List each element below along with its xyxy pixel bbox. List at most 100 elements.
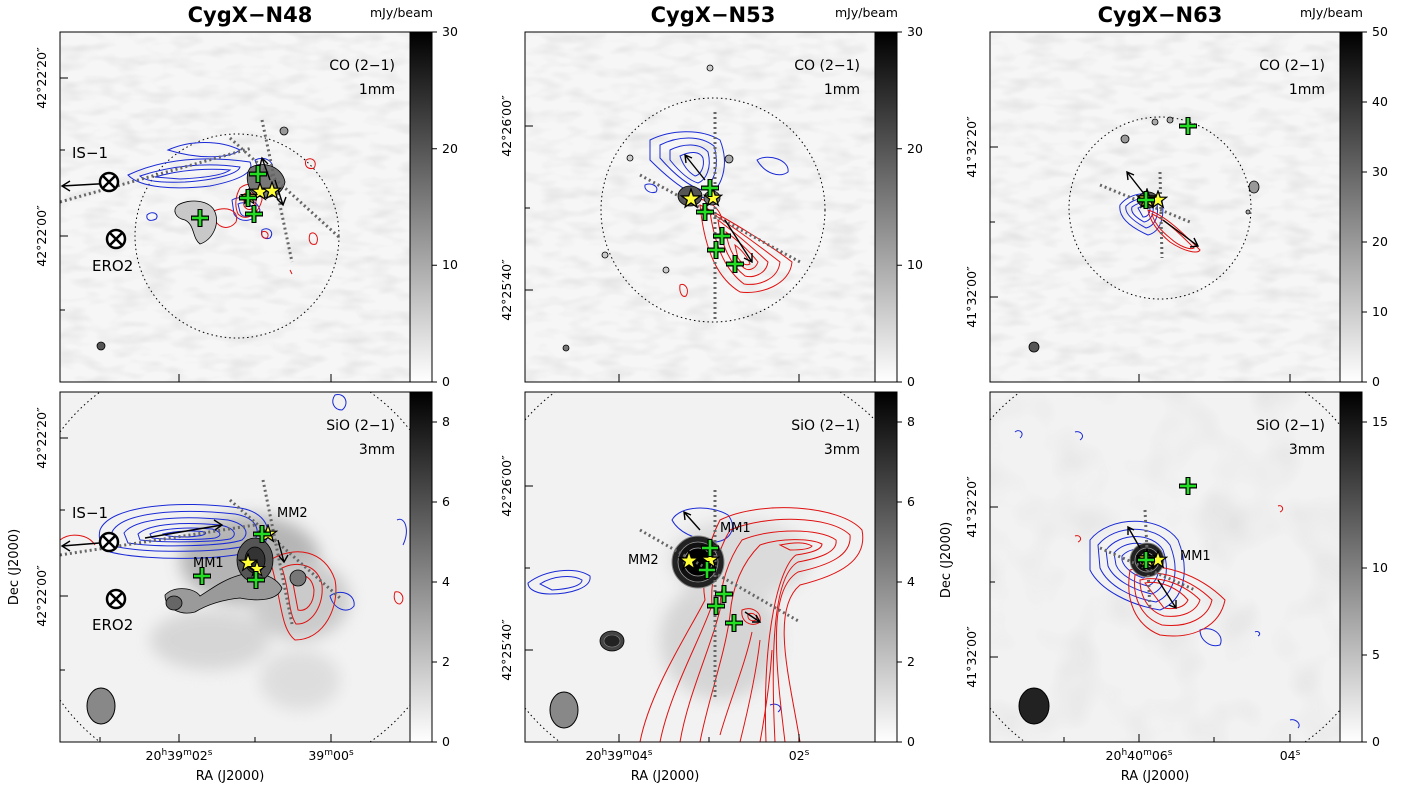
dec-tick: 42°26′00″ [499,95,514,157]
dec-tick: 42°22′20″ [34,47,49,109]
cbar-tick: 20 [442,141,458,156]
ra-tick: 04s [1280,748,1301,763]
label-mm2: MM2 [277,506,308,521]
cbar-tick: 4 [907,574,915,589]
is1-marker [98,531,120,553]
unit-label-n63: mJy/beam [1300,5,1363,20]
label-mm2: MM2 [628,553,659,568]
cbar-tick: 0 [442,734,450,749]
axis-ticks [990,506,1291,742]
cbar-tick: 2 [907,654,915,669]
band-label: 3mm [824,442,860,458]
ra-axis-label: RA (J2000) [1121,769,1190,784]
cbar-tick: 0 [1372,734,1380,749]
ra-tick: 02s [789,748,810,763]
band-label: 1mm [1289,82,1325,98]
primary-beam-circle [1068,116,1252,300]
tracer-label: CO (2−1) [1259,58,1325,74]
dec-tick: 41°32′20″ [964,116,979,178]
panel-title-n48: CygX−N48 [188,3,313,27]
cbar-tick: 6 [907,494,915,509]
outflow-axes [639,112,801,322]
cbar-tick: 15 [1372,414,1388,429]
band-label: 1mm [359,82,395,98]
band-label: 3mm [1289,442,1325,458]
colorbar-n48-co: 30 20 10 0 [409,24,458,389]
ra-tick: 20h39m04s [586,748,653,763]
ero2-marker [105,228,127,250]
primary-beam-circle [600,97,826,323]
cbar-tick: 2 [442,654,450,669]
axis-ticks [990,146,1291,382]
map-panel-n63-sio: MM1 SiO (2−1) 3mm 41°32′20″ 41°32′00″ De… [939,391,1341,784]
band-label: 3mm [359,442,395,458]
cbar-tick: 0 [442,374,450,389]
ra-tick: 20h39m02s [146,748,213,763]
unit-label-n48: mJy/beam [370,5,433,20]
cbar-tick: 4 [442,574,450,589]
colorbar-n63-sio: 15 10 5 0 [1339,391,1388,749]
cbar-tick: 8 [907,414,915,429]
dec-tick: 42°22′00″ [34,565,49,627]
colorbar-n63-co: 50 40 30 20 10 0 [1339,24,1388,389]
outflow-arrows [1126,170,1200,248]
outflow-arrows [684,153,753,264]
cbar-tick: 30 [1372,164,1388,179]
label-is1: IS−1 [72,504,108,522]
colorbar-n53-co: 30 20 10 0 [874,24,923,389]
tracer-label: SiO (2−1) [1256,418,1325,434]
map-panel-n53-sio: MM1 MM2 SiO (2−1) 3mm 42°26′00″ 42°25′40… [499,391,876,784]
outflow-axes [1099,171,1191,259]
cbar-tick: 10 [442,257,458,272]
is1-marker [98,171,120,193]
cbar-tick: 0 [1372,374,1380,389]
dec-tick: 42°22′20″ [34,407,49,469]
cbar-tick: 10 [1372,560,1388,575]
cbar-tick: 8 [442,414,450,429]
tracer-label: SiO (2−1) [326,418,395,434]
panel-title-n63: CygX−N63 [1098,3,1223,27]
dec-tick: 41°32′00″ [964,266,979,328]
panel-title-n53: CygX−N53 [651,3,776,27]
map-panel-n48-co: IS−1 ERO2 CO (2−1) 1mm 42°22′20″ 42°22′0… [34,31,411,383]
cbar-tick: 40 [1372,94,1388,109]
cbar-tick: 30 [907,24,923,39]
cbar-tick: 0 [907,734,915,749]
outflow-arrows [683,510,762,623]
dec-tick: 42°22′00″ [34,205,49,267]
dec-tick: 42°25′40″ [499,259,514,321]
cbar-tick: 0 [907,374,915,389]
cbar-tick: 20 [907,141,923,156]
cbar-tick: 20 [1372,234,1388,249]
dec-tick: 42°26′00″ [499,455,514,517]
tracer-label: CO (2−1) [329,58,395,74]
dec-axis-label: Dec (J2000) [939,522,954,598]
cbar-tick: 30 [442,24,458,39]
cbar-tick: 6 [442,494,450,509]
map-panel-n63-co: CO (2−1) 1mm 41°32′20″ 41°32′00″ [964,31,1341,383]
map-panel-n48-sio: IS−1 ERO2 MM1 MM2 SiO (2−1) 3mm 42°22′20… [7,391,411,784]
dec-tick: 41°32′00″ [964,626,979,688]
axis-ticks [60,437,332,742]
ra-axis-label: RA (J2000) [631,769,700,784]
cbar-tick: 10 [907,257,923,272]
colorbar-n53-sio: 8 6 4 2 0 [874,391,915,749]
cbar-tick: 5 [1372,647,1380,662]
label-mm1: MM1 [1180,549,1211,564]
unit-label-n53: mJy/beam [835,5,898,20]
tracer-label: CO (2−1) [794,58,860,74]
outflow-axes [59,119,342,263]
label-ero2: ERO2 [92,616,133,634]
axis-ticks [525,485,800,742]
dec-tick: 41°32′20″ [964,476,979,538]
ero2-marker [105,588,127,610]
band-label: 1mm [824,82,860,98]
ra-axis-label: RA (J2000) [196,769,265,784]
ra-tick: 39m00s [308,748,354,763]
axis-ticks [60,77,332,382]
tracer-label: SiO (2−1) [791,418,860,434]
label-ero2: ERO2 [92,257,133,275]
ra-tick: 20h40m06s [1106,748,1173,763]
label-mm1: MM1 [720,521,751,536]
